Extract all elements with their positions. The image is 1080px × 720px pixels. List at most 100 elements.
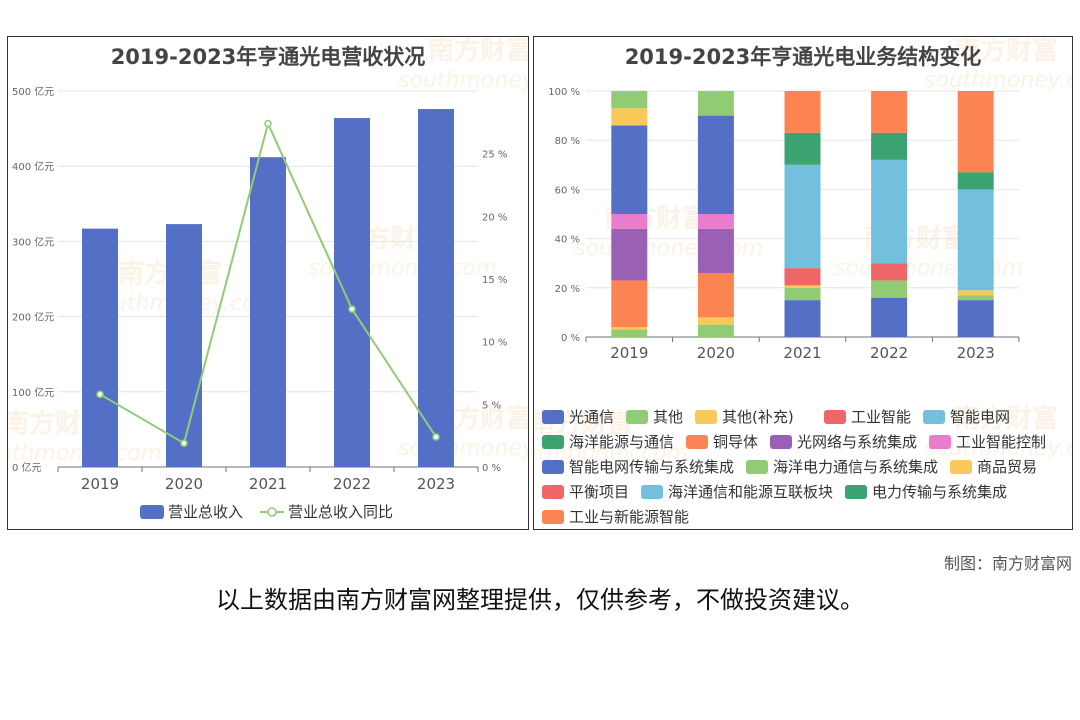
legend-label-revenue: 营业总收入 — [168, 503, 243, 521]
legend-swatch — [542, 510, 564, 524]
x-tick-label: 2023 — [957, 344, 995, 362]
legend-swatch — [641, 485, 663, 499]
legend-swatch-yoy-marker — [267, 507, 277, 517]
watermark-brand: 南方财富 — [428, 37, 528, 66]
revenue-bar — [250, 157, 286, 467]
legend-label: 光通信 — [569, 408, 614, 426]
stack-segment — [697, 317, 734, 325]
watermark-brand: 南方财富 — [954, 403, 1058, 434]
watermark-brand: 南方财富 — [954, 37, 1058, 66]
legend-label: 电力传输与系统集成 — [872, 483, 1007, 501]
legend-swatch — [950, 460, 972, 474]
y-left-tick-label: 200 亿元 — [12, 311, 54, 324]
legend-label: 商品贸易 — [977, 458, 1037, 476]
watermark-site: southmoney.com — [924, 68, 1072, 93]
stack-segment — [697, 228, 734, 274]
stack-segment — [871, 132, 908, 160]
legend-swatch — [929, 435, 951, 449]
revenue-bar — [334, 118, 370, 468]
y-right-tick-label: 20 % — [482, 212, 507, 223]
legend-label: 工业智能控制 — [956, 433, 1046, 451]
x-tick-label: 2023 — [417, 475, 455, 493]
revenue-chart-title: 2019-2023年亨通光电营收状况 — [110, 45, 426, 69]
legend-swatch — [824, 410, 846, 424]
stack-segment — [957, 189, 994, 291]
stack-segment — [611, 91, 648, 109]
x-tick-label: 2022 — [333, 475, 371, 493]
y-tick-label: 100 % — [548, 87, 580, 98]
stack-segment — [784, 285, 821, 288]
x-tick-label: 2021 — [783, 344, 821, 362]
stack-segment — [611, 280, 648, 328]
legend-label-yoy: 营业总收入同比 — [288, 503, 393, 521]
legend-swatch — [626, 410, 648, 424]
stack-segment — [697, 115, 734, 214]
yoy-point — [432, 433, 440, 441]
yoy-point — [264, 119, 272, 128]
stack-segment — [871, 297, 908, 337]
stack-segment — [697, 91, 734, 116]
y-right-tick-label: 25 % — [482, 150, 507, 161]
legend-swatch — [686, 435, 708, 449]
y-left-tick-label: 100 亿元 — [12, 386, 54, 399]
revenue-bar — [82, 228, 118, 467]
legend-label: 工业智能 — [851, 408, 911, 426]
stack-segment — [871, 159, 908, 264]
yoy-point — [348, 305, 356, 313]
legend-swatch — [695, 410, 717, 424]
legend-label: 海洋能源与通信 — [569, 433, 674, 451]
y-right-tick-label: 15 % — [482, 275, 507, 286]
stack-segment — [957, 91, 994, 173]
watermark-site: southmoney.com — [834, 256, 1023, 281]
stack-segment — [957, 300, 994, 337]
stack-segment — [871, 263, 908, 281]
revenue-bar — [166, 224, 202, 467]
y-left-tick-label: 500 亿元 — [12, 85, 54, 98]
legend-swatch — [923, 410, 945, 424]
watermark-site: southmoney.com — [398, 436, 528, 461]
legend-label: 海洋通信和能源互联板块 — [668, 483, 833, 501]
legend-swatch — [770, 435, 792, 449]
watermark-site: southmoney.com — [398, 68, 528, 93]
y-tick-label: 20 % — [555, 284, 580, 295]
stack-segment — [957, 172, 994, 190]
revenue-chart-panel: 2019-2023年亨通光电营收状况 南方财富southmoney.com南方财… — [0, 35, 587, 530]
revenue-bar — [418, 109, 454, 467]
legend-swatch — [542, 485, 564, 499]
business-structure-chart: 南方财富southmoney.com南方财富southmoney.com南方财富… — [499, 35, 1080, 526]
yoy-point — [96, 390, 104, 399]
legend-label: 海洋电力通信与系统集成 — [773, 458, 938, 476]
yoy-point — [180, 439, 188, 447]
watermark-site: southmoney.com — [8, 441, 162, 466]
legend-label: 智能电网 — [950, 408, 1010, 426]
y-tick-label: 40 % — [555, 235, 580, 246]
legend-swatch — [542, 410, 564, 424]
stack-segment — [784, 164, 821, 269]
y-tick-label: 0 % — [561, 333, 580, 344]
y-left-tick-label: 0 亿元 — [12, 461, 42, 474]
stack-segment — [611, 125, 648, 214]
stack-segment — [611, 214, 648, 229]
disclaimer-text: 以上数据由南方财富网整理提供，仅供参考，不做投资建议。 — [216, 586, 864, 614]
legend-label: 铜导体 — [713, 433, 758, 451]
x-tick-label: 2022 — [870, 344, 908, 362]
x-tick-label: 2020 — [165, 475, 203, 493]
legend-swatch — [542, 460, 564, 474]
legend-label: 工业与新能源智能 — [569, 508, 689, 526]
y-left-tick-label: 300 亿元 — [12, 235, 54, 248]
legend-swatch-revenue — [140, 505, 164, 519]
stack-segment — [784, 91, 821, 133]
stack-segment — [871, 91, 908, 133]
business-structure-chart-panel: 2019-2023年亨通光电业务结构变化 南方财富southmoney.com南… — [499, 35, 1080, 530]
y-right-tick-label: 10 % — [482, 338, 507, 349]
stack-segment — [957, 295, 994, 301]
chart-credit: 制图：南方财富网 — [943, 554, 1072, 573]
x-tick-label: 2020 — [697, 344, 735, 362]
legend-label: 平衡项目 — [569, 483, 629, 501]
y-tick-label: 60 % — [555, 185, 580, 196]
y-right-tick-label: 5 % — [482, 400, 501, 411]
legend-swatch — [746, 460, 768, 474]
stack-segment — [611, 327, 648, 330]
stack-segment — [784, 300, 821, 337]
stack-segment — [611, 108, 648, 126]
